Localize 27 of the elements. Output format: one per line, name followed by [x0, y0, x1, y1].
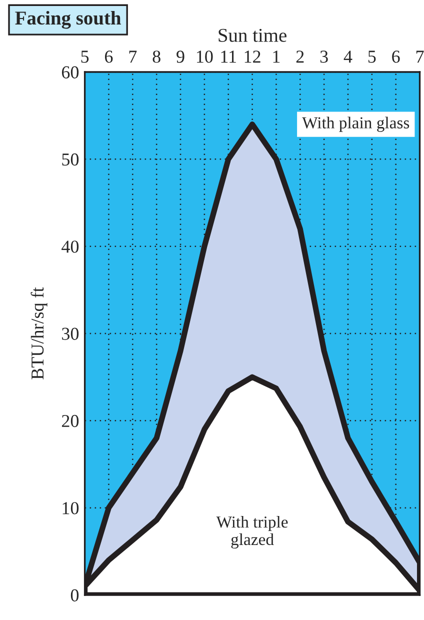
- y-axis-title: BTU/hr/sq ft: [30, 287, 48, 380]
- x-tick-label: 6: [392, 50, 400, 63]
- y-tick-label: 10: [62, 502, 79, 514]
- y-tick-label: 0: [70, 589, 79, 602]
- x-tick-label: 12: [244, 50, 260, 63]
- y-tick-label: 60: [62, 66, 79, 78]
- x-tick-label: 2: [296, 50, 304, 63]
- x-tick-label: 5: [368, 50, 376, 63]
- x-tick-label: 9: [176, 50, 184, 63]
- x-tick-label: 3: [320, 50, 328, 63]
- x-tick-label: 1: [273, 50, 280, 63]
- y-tick-label: 30: [62, 328, 79, 340]
- x-tick-label: 10: [196, 50, 213, 63]
- x-tick-label: 5: [81, 50, 89, 63]
- y-tick-label: 20: [62, 414, 79, 428]
- x-tick-label: 7: [129, 50, 137, 63]
- x-tick-label: 4: [344, 50, 352, 63]
- chart-title: Facing south: [15, 10, 121, 29]
- annotation: With triple glazed: [216, 516, 288, 549]
- x-axis-title: Sun time: [218, 28, 286, 42]
- x-tick-label: 8: [152, 50, 160, 63]
- annotation: With plain glass: [302, 116, 410, 132]
- x-tick-label: 7: [416, 50, 424, 63]
- y-tick-label: 40: [62, 240, 79, 253]
- x-tick-label: 6: [104, 50, 113, 63]
- x-tick-label: 11: [221, 50, 236, 63]
- y-tick-label: 50: [62, 153, 79, 166]
